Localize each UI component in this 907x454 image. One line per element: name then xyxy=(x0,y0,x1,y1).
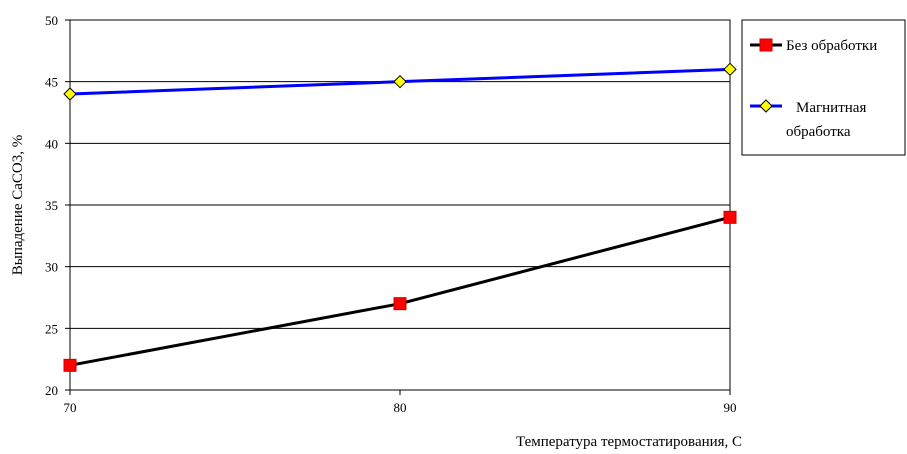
x-axis-ticks: 70 80 90 xyxy=(64,390,737,415)
x-tick-label: 90 xyxy=(724,400,737,415)
y-tick-label: 35 xyxy=(45,198,58,213)
series-layer xyxy=(63,62,737,372)
x-tick-label: 70 xyxy=(64,400,77,415)
x-axis-title: Температура термостатирования, С xyxy=(516,434,742,450)
y-axis-ticks: 20 25 30 35 40 45 50 xyxy=(45,13,70,398)
series-0-point xyxy=(63,358,77,372)
y-axis-title: Выпадение СаСО3, % xyxy=(10,135,26,276)
series-0-point xyxy=(723,210,737,224)
y-tick-label: 20 xyxy=(45,383,58,398)
legend-label-magnitnaya-line2: обработка xyxy=(786,124,851,140)
series-1-point xyxy=(723,62,737,77)
x-tick-label: 80 xyxy=(394,400,407,415)
legend-marker-magnitnaya xyxy=(759,99,773,113)
series-line-0 xyxy=(69,215,731,367)
legend: Без обработки Магнитная обработка xyxy=(741,19,906,156)
series-1-point xyxy=(393,74,407,89)
y-tick-label: 40 xyxy=(45,136,58,151)
series-1-point xyxy=(63,87,77,101)
legend-marker-bez-obrabotki xyxy=(759,38,773,52)
series-0-point xyxy=(393,297,407,311)
y-tick-label: 30 xyxy=(45,260,58,275)
legend-label-bez-obrabotki: Без обработки xyxy=(786,38,877,54)
legend-label-magnitnaya-line1: Магнитная xyxy=(796,100,866,116)
y-tick-label: 45 xyxy=(45,75,58,90)
y-tick-label: 50 xyxy=(45,13,58,28)
y-tick-label: 25 xyxy=(45,321,58,336)
